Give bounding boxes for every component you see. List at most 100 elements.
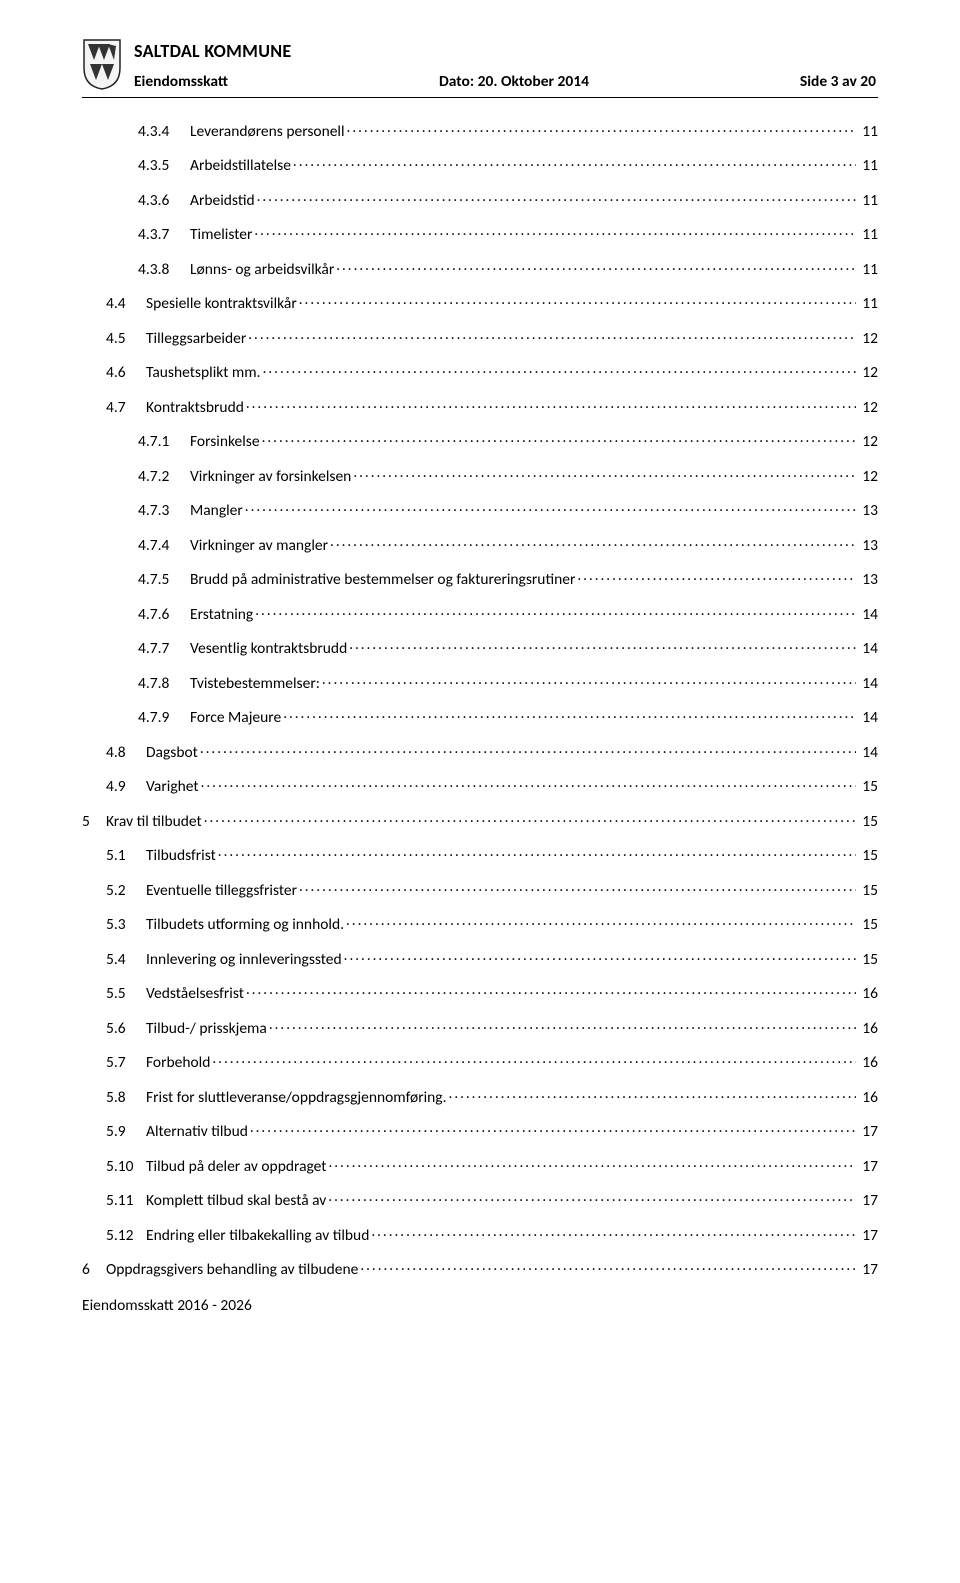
toc-entry[interactable]: 4.9Varighet 15 <box>82 776 878 795</box>
toc-entry-title: Tilbud på deler av oppdraget <box>146 1159 326 1175</box>
toc-entry[interactable]: 4.3.6Arbeidstid11 <box>82 189 878 208</box>
toc-entry[interactable]: 5.2Eventuelle tilleggsfrister15 <box>82 879 878 898</box>
toc-entry-number: 5.9 <box>106 1124 146 1140</box>
toc-leader-dots <box>201 776 856 792</box>
toc-entry-title: Krav til tilbudet <box>106 814 202 830</box>
toc-entry[interactable]: 5Krav til tilbudet15 <box>82 810 878 829</box>
toc-entry-title: Eventuelle tilleggsfrister <box>146 883 297 899</box>
toc-entry-title: Tilleggsarbeider <box>146 331 246 347</box>
toc-entry-page: 14 <box>858 641 878 657</box>
toc-entry-title: Force Majeure <box>190 710 281 726</box>
toc-entry[interactable]: 5.8Frist for sluttleveranse/oppdragsgjen… <box>82 1086 878 1105</box>
toc-entry-number: 5.12 <box>106 1228 146 1244</box>
toc-entry[interactable]: 5.7Forbehold16 <box>82 1052 878 1071</box>
toc-entry[interactable]: 5.11Komplett tilbud skal bestå av17 <box>82 1190 878 1209</box>
toc-entry-title: Taushetsplikt mm. <box>146 365 261 381</box>
toc-leader-dots <box>347 120 856 136</box>
toc-entry-number: 5.3 <box>106 917 146 933</box>
toc-entry[interactable]: 4.7.5Brudd på administrative bestemmelse… <box>82 569 878 588</box>
toc-leader-dots <box>322 672 856 688</box>
toc-leader-dots <box>344 948 856 964</box>
toc-entry-title: Tilbud-/ prisskjema <box>146 1021 267 1037</box>
toc-leader-dots <box>336 258 856 274</box>
toc-entry-title: Vesentlig kontraktsbrudd <box>190 641 347 657</box>
toc-entry-number: 4.3.5 <box>138 158 190 174</box>
toc-entry[interactable]: 4.7Kontraktsbrudd12 <box>82 396 878 415</box>
toc-entry[interactable]: 4.7.2Virkninger av forsinkelsen12 <box>82 465 878 484</box>
toc-entry[interactable]: 5.5Vedståelsesfrist16 <box>82 983 878 1002</box>
toc-leader-dots <box>204 810 856 826</box>
toc-entry[interactable]: 5.4Innlevering og innleveringssted15 <box>82 948 878 967</box>
toc-entry-page: 11 <box>858 158 878 174</box>
doc-category: Eiendomsskatt <box>134 72 228 91</box>
toc-entry[interactable]: 4.7.3Mangler13 <box>82 500 878 519</box>
toc-entry[interactable]: 5.6Tilbud-/ prisskjema16 <box>82 1017 878 1036</box>
toc-entry[interactable]: 4.7.6Erstatning14 <box>82 603 878 622</box>
toc-entry-page: 15 <box>858 779 878 795</box>
toc-leader-dots <box>346 914 856 930</box>
toc-entry[interactable]: 4.3.4Leverandørens personell11 <box>82 120 878 139</box>
toc-entry-page: 12 <box>858 365 878 381</box>
toc-entry-number: 4.9 <box>106 779 146 795</box>
toc-entry-number: 6 <box>82 1262 106 1278</box>
toc-leader-dots <box>293 155 856 171</box>
toc-entry-number: 4.3.4 <box>138 124 190 140</box>
footer-text: Eiendomsskatt 2016 - 2026 <box>82 1296 878 1315</box>
toc-leader-dots <box>283 707 856 723</box>
toc-entry-number: 5.10 <box>106 1159 146 1175</box>
toc-entry-number: 4.7.6 <box>138 607 190 623</box>
toc-entry-number: 5.4 <box>106 952 146 968</box>
toc-entry-page: 17 <box>858 1159 878 1175</box>
toc-entry-title: Mangler <box>190 503 243 519</box>
toc-entry[interactable]: 4.5Tilleggsarbeider12 <box>82 327 878 346</box>
crest-icon <box>82 38 122 90</box>
toc-entry-page: 11 <box>858 227 878 243</box>
toc-entry-page: 11 <box>858 124 878 140</box>
toc-entry-number: 4.7.7 <box>138 641 190 657</box>
toc-entry-page: 14 <box>858 607 878 623</box>
toc-entry[interactable]: 4.4Spesielle kontraktsvilkår11 <box>82 293 878 312</box>
toc-entry-number: 5.5 <box>106 986 146 1002</box>
toc-leader-dots <box>328 1190 856 1206</box>
toc-entry[interactable]: 4.7.7Vesentlig kontraktsbrudd 14 <box>82 638 878 657</box>
toc-entry-number: 4.3.7 <box>138 227 190 243</box>
toc-entry-page: 13 <box>858 538 878 554</box>
toc-entry[interactable]: 4.3.5Arbeidstillatelse11 <box>82 155 878 174</box>
toc-entry[interactable]: 5.3Tilbudets utforming og innhold.15 <box>82 914 878 933</box>
toc-entry-number: 5.7 <box>106 1055 146 1071</box>
toc-entry-number: 4.7 <box>106 400 146 416</box>
toc-entry[interactable]: 5.9Alternativ tilbud17 <box>82 1121 878 1140</box>
toc-entry-number: 4.8 <box>106 745 146 761</box>
table-of-contents: 4.3.4Leverandørens personell11 4.3.5Arbei… <box>82 120 878 1278</box>
toc-entry-title: Varighet <box>146 779 199 795</box>
toc-entry[interactable]: 4.8Dagsbot14 <box>82 741 878 760</box>
toc-entry-page: 17 <box>858 1228 878 1244</box>
toc-entry[interactable]: 4.6Taushetsplikt mm.12 <box>82 362 878 381</box>
toc-entry[interactable]: 5.10Tilbud på deler av oppdraget 17 <box>82 1155 878 1174</box>
toc-entry[interactable]: 4.3.7Timelister11 <box>82 224 878 243</box>
toc-entry-page: 15 <box>858 952 878 968</box>
toc-leader-dots <box>371 1224 856 1240</box>
toc-leader-dots <box>255 603 856 619</box>
toc-entry-page: 11 <box>858 193 878 209</box>
toc-leader-dots <box>269 1017 856 1033</box>
toc-entry-page: 12 <box>858 400 878 416</box>
toc-entry[interactable]: 4.7.8Tvistebestemmelser:14 <box>82 672 878 691</box>
toc-entry-title: Tilbudets utforming og innhold. <box>146 917 344 933</box>
toc-entry-title: Tilbudsfrist <box>146 848 216 864</box>
toc-leader-dots <box>360 1259 856 1275</box>
toc-entry-title: Forsinkelse <box>190 434 260 450</box>
toc-entry-page: 12 <box>858 469 878 485</box>
toc-leader-dots <box>254 224 856 240</box>
toc-entry[interactable]: 6Oppdragsgivers behandling av tilbudene1… <box>82 1259 878 1278</box>
toc-entry[interactable]: 4.7.9Force Majeure14 <box>82 707 878 726</box>
toc-entry[interactable]: 4.3.8Lønns- og arbeidsvilkår11 <box>82 258 878 277</box>
toc-entry-page: 16 <box>858 1021 878 1037</box>
toc-entry[interactable]: 4.7.1Forsinkelse12 <box>82 431 878 450</box>
document-header: SALTDAL KOMMUNE Eiendomsskatt Dato: 20. … <box>82 38 878 91</box>
toc-leader-dots <box>299 293 856 309</box>
toc-entry[interactable]: 5.1Tilbudsfrist15 <box>82 845 878 864</box>
toc-entry-title: Brudd på administrative bestemmelser og … <box>190 572 575 588</box>
toc-entry[interactable]: 4.7.4Virkninger av mangler13 <box>82 534 878 553</box>
toc-entry[interactable]: 5.12Endring eller tilbakekalling av tilb… <box>82 1224 878 1243</box>
